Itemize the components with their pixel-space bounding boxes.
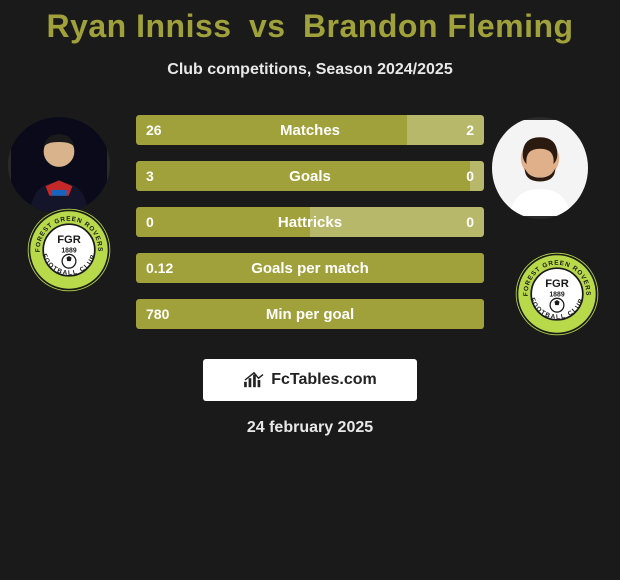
stat-bars: 262Matches 30Goals 00Hattricks 0.12Goals pe… [136,115,484,345]
date: 24 february 2025 [0,419,620,437]
stat-label: Goals [136,161,484,191]
svg-text:1889: 1889 [549,292,564,299]
stat-row: 262Matches [136,115,484,145]
stat-label: Goals per match [136,253,484,283]
club-badge-icon: FOREST GREEN ROVERS FOOTBALL CLUB FGR 18… [514,251,600,337]
svg-text:FGR: FGR [545,278,569,290]
player1-club-badge: FOREST GREEN ROVERS FOOTBALL CLUB FGR 18… [26,207,112,293]
stat-label: Matches [136,115,484,145]
avatar-placeholder-icon [8,117,110,213]
stat-label: Min per goal [136,299,484,329]
stat-row: 30Goals [136,161,484,191]
player2-club-badge: FOREST GREEN ROVERS FOOTBALL CLUB FGR 18… [514,251,600,337]
vs-label: vs [249,8,286,44]
club-badge-icon: FOREST GREEN ROVERS FOOTBALL CLUB FGR 18… [26,207,112,293]
stat-row: 0.12Goals per match [136,253,484,283]
avatar-placeholder-icon [492,117,588,219]
stat-row: 00Hattricks [136,207,484,237]
player2-name: Brandon Fleming [303,8,574,44]
stat-row: 780Min per goal [136,299,484,329]
bars-icon [243,371,265,389]
svg-text:FGR: FGR [57,234,81,246]
compare-area: FOREST GREEN ROVERS FOOTBALL CLUB FGR 18… [0,111,620,349]
subtitle: Club competitions, Season 2024/2025 [0,61,620,79]
stat-label: Hattricks [136,207,484,237]
player1-avatar [8,117,110,213]
player2-avatar [492,117,588,219]
page-title: Ryan Inniss vs Brandon Fleming [0,8,620,45]
comparison-card: Ryan Inniss vs Brandon Fleming Club comp… [0,0,620,437]
watermark: FcTables.com [203,359,417,401]
player1-name: Ryan Inniss [46,8,231,44]
svg-text:1889: 1889 [61,248,76,255]
watermark-text: FcTables.com [271,371,377,389]
